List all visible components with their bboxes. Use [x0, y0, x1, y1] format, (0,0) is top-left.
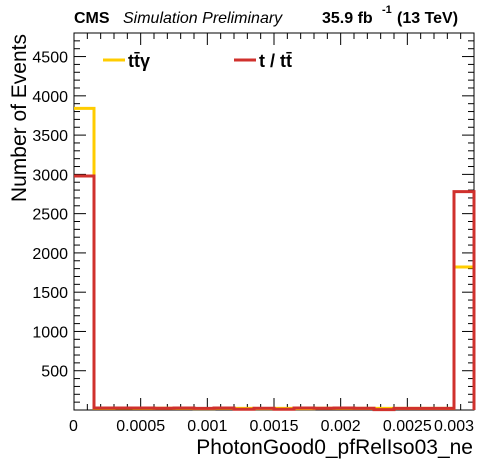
- y-axis-ticks: 500 1000 1500 2000 2500 3000 3500 4000 4500: [32, 32, 474, 403]
- series-layer: [74, 106, 476, 412]
- plot-header: CMS Simulation Preliminary 35.9 fb -1 (1…: [0, 4, 496, 31]
- y-tick-label: 1000: [32, 324, 68, 341]
- luminosity-exponent: -1: [382, 4, 392, 16]
- x-tick-label: 0.0025: [383, 418, 432, 435]
- y-tick-label: 2000: [32, 246, 68, 263]
- luminosity-label: 35.9 fb: [322, 10, 373, 27]
- y-tick-label: 4500: [32, 50, 68, 67]
- x-tick-label: 0.003: [434, 418, 474, 435]
- y-tick-label: 3500: [32, 128, 68, 145]
- series-line-1: [74, 174, 476, 412]
- legend: tt̄γ t / tt̄: [103, 51, 292, 71]
- y-tick-label: 3000: [32, 167, 68, 184]
- experiment-label: CMS: [74, 10, 110, 27]
- y-tick-label: 4000: [32, 89, 68, 106]
- x-tick-label: 0: [69, 418, 78, 435]
- x-tick-label: 0.0005: [116, 418, 165, 435]
- legend-label-top: t / tt̄: [259, 51, 292, 71]
- x-tick-label: 0.0015: [250, 418, 299, 435]
- y-tick-label: 2500: [32, 207, 68, 224]
- status-label: Simulation Preliminary: [123, 10, 283, 27]
- plot-frame: [73, 32, 475, 411]
- x-tick-label: 0.001: [187, 418, 227, 435]
- x-axis-ticks: 0 0.0005 0.001 0.0015 0.002 0.0025 0.003: [69, 33, 475, 435]
- y-tick-label: 1500: [32, 285, 68, 302]
- legend-label-ttgamma: tt̄γ: [128, 51, 150, 71]
- series-line-0: [74, 106, 476, 411]
- energy-label: (13 TeV): [397, 10, 459, 27]
- x-tick-label: 0.002: [321, 418, 361, 435]
- x-axis-title: PhotonGood0_pfRelIso03_ne: [196, 436, 473, 459]
- y-tick-label: 500: [41, 364, 68, 381]
- y-axis-title: Number of Events: [8, 34, 31, 202]
